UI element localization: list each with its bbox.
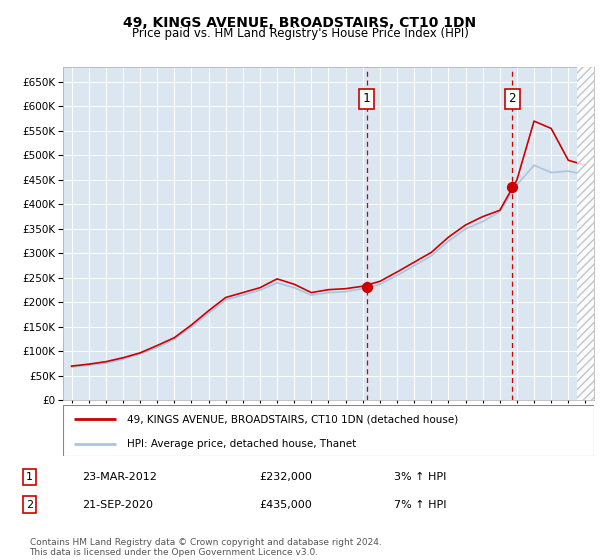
Text: 23-MAR-2012: 23-MAR-2012 [82,472,157,482]
Text: Price paid vs. HM Land Registry's House Price Index (HPI): Price paid vs. HM Land Registry's House … [131,27,469,40]
Text: £435,000: £435,000 [259,500,311,510]
Text: 7% ↑ HPI: 7% ↑ HPI [394,500,446,510]
Point [362,282,371,291]
Text: 2: 2 [508,92,516,105]
Text: 49, KINGS AVENUE, BROADSTAIRS, CT10 1DN (detached house): 49, KINGS AVENUE, BROADSTAIRS, CT10 1DN … [127,414,458,424]
Text: 49, KINGS AVENUE, BROADSTAIRS, CT10 1DN: 49, KINGS AVENUE, BROADSTAIRS, CT10 1DN [124,16,476,30]
Text: HPI: Average price, detached house, Thanet: HPI: Average price, detached house, Than… [127,438,356,449]
Text: 1: 1 [26,472,33,482]
Point [508,183,517,192]
Text: £232,000: £232,000 [259,472,312,482]
Text: 2: 2 [26,500,33,510]
Text: Contains HM Land Registry data © Crown copyright and database right 2024.
This d: Contains HM Land Registry data © Crown c… [29,538,381,557]
Text: 1: 1 [363,92,370,105]
Text: 3% ↑ HPI: 3% ↑ HPI [394,472,446,482]
Text: 21-SEP-2020: 21-SEP-2020 [82,500,154,510]
FancyBboxPatch shape [63,405,594,456]
